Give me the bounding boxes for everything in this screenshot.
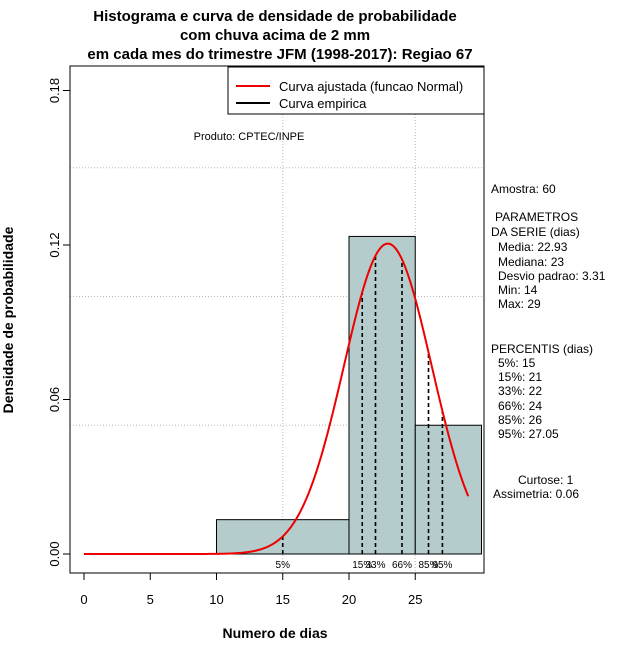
stat-kurtosis: Curtose: 1: [518, 473, 574, 487]
stats-panel: Amostra: 60 PARAMETROS DA SERIE (dias) M…: [491, 182, 606, 501]
legend: Curva ajustada (funcao Normal) Curva emp…: [227, 66, 485, 115]
histogram-bar-1: [348, 235, 416, 555]
stat-params-subheading: DA SERIE (dias): [491, 225, 580, 239]
x-tick-label-4: 20: [342, 592, 356, 607]
stat-p33: 33%: 22: [498, 384, 542, 398]
stat-sample: Amostra: 60: [491, 182, 556, 196]
y-tick-label-2: 0.12: [47, 232, 62, 257]
stat-p5: 5%: 15: [498, 356, 536, 370]
percentile-label-3: 66%: [392, 560, 412, 571]
stat-skewness: Assimetria: 0.06: [493, 487, 579, 501]
x-tick-label-0: 0: [80, 592, 87, 607]
title-line-1: Histograma e curva de densidade de proba…: [93, 8, 456, 25]
percentile-label-5: 95%: [432, 560, 452, 571]
histogram-bar-2: [414, 424, 482, 555]
stat-p95: 95%: 27.05: [498, 427, 559, 441]
legend-label-empirical: Curva empirica: [279, 96, 367, 111]
x-tick-label-1: 5: [147, 592, 154, 607]
y-axis: 0.00 0.06 0.12 0.18: [47, 78, 71, 567]
stat-mean: Media: 22.93: [498, 240, 568, 254]
stat-p15: 15%: 21: [498, 370, 542, 384]
x-axis-label: Numero de dias: [222, 625, 327, 641]
x-axis: 0 5 10 15 20 25: [80, 572, 422, 607]
product-label: Produto: CPTEC/INPE: [194, 131, 305, 143]
percentile-label-0: 5%: [276, 560, 291, 571]
legend-box: [227, 66, 485, 115]
stat-max: Max: 29: [498, 297, 541, 311]
stat-percentis-heading: PERCENTIS (dias): [491, 342, 593, 356]
x-tick-label-5: 25: [408, 592, 422, 607]
y-axis-label: Densidade de probabilidade: [0, 226, 16, 413]
stat-params-heading: PARAMETROS: [495, 210, 578, 224]
normal-fit-curve: [84, 242, 470, 555]
y-tick-label-1: 0.06: [47, 387, 62, 412]
stat-sd: Desvio padrao: 3.31: [498, 269, 606, 283]
stat-p85: 85%: 26: [498, 413, 542, 427]
y-tick-label-0: 0.00: [47, 541, 62, 566]
stat-median: Mediana: 23: [498, 255, 564, 269]
stat-p66: 66%: 24: [498, 399, 542, 413]
y-tick-label-3: 0.18: [47, 78, 62, 103]
title-line-2: com chuva acima de 2 mm: [180, 27, 370, 44]
x-tick-label-2: 10: [209, 592, 223, 607]
title-line-3: em cada mes do trimestre JFM (1998-2017)…: [87, 46, 472, 63]
histogram-bars: [216, 235, 482, 555]
x-tick-label-3: 15: [276, 592, 290, 607]
legend-label-fit: Curva ajustada (funcao Normal): [279, 79, 463, 94]
percentile-lines: 5% 15%33% 66% 85%95%: [276, 255, 453, 571]
percentile-label-4: 85%: [418, 560, 438, 571]
percentile-label-2: 33%: [365, 560, 385, 571]
percentile-label-1: 15%: [352, 560, 372, 571]
stat-min: Min: 14: [498, 283, 538, 297]
